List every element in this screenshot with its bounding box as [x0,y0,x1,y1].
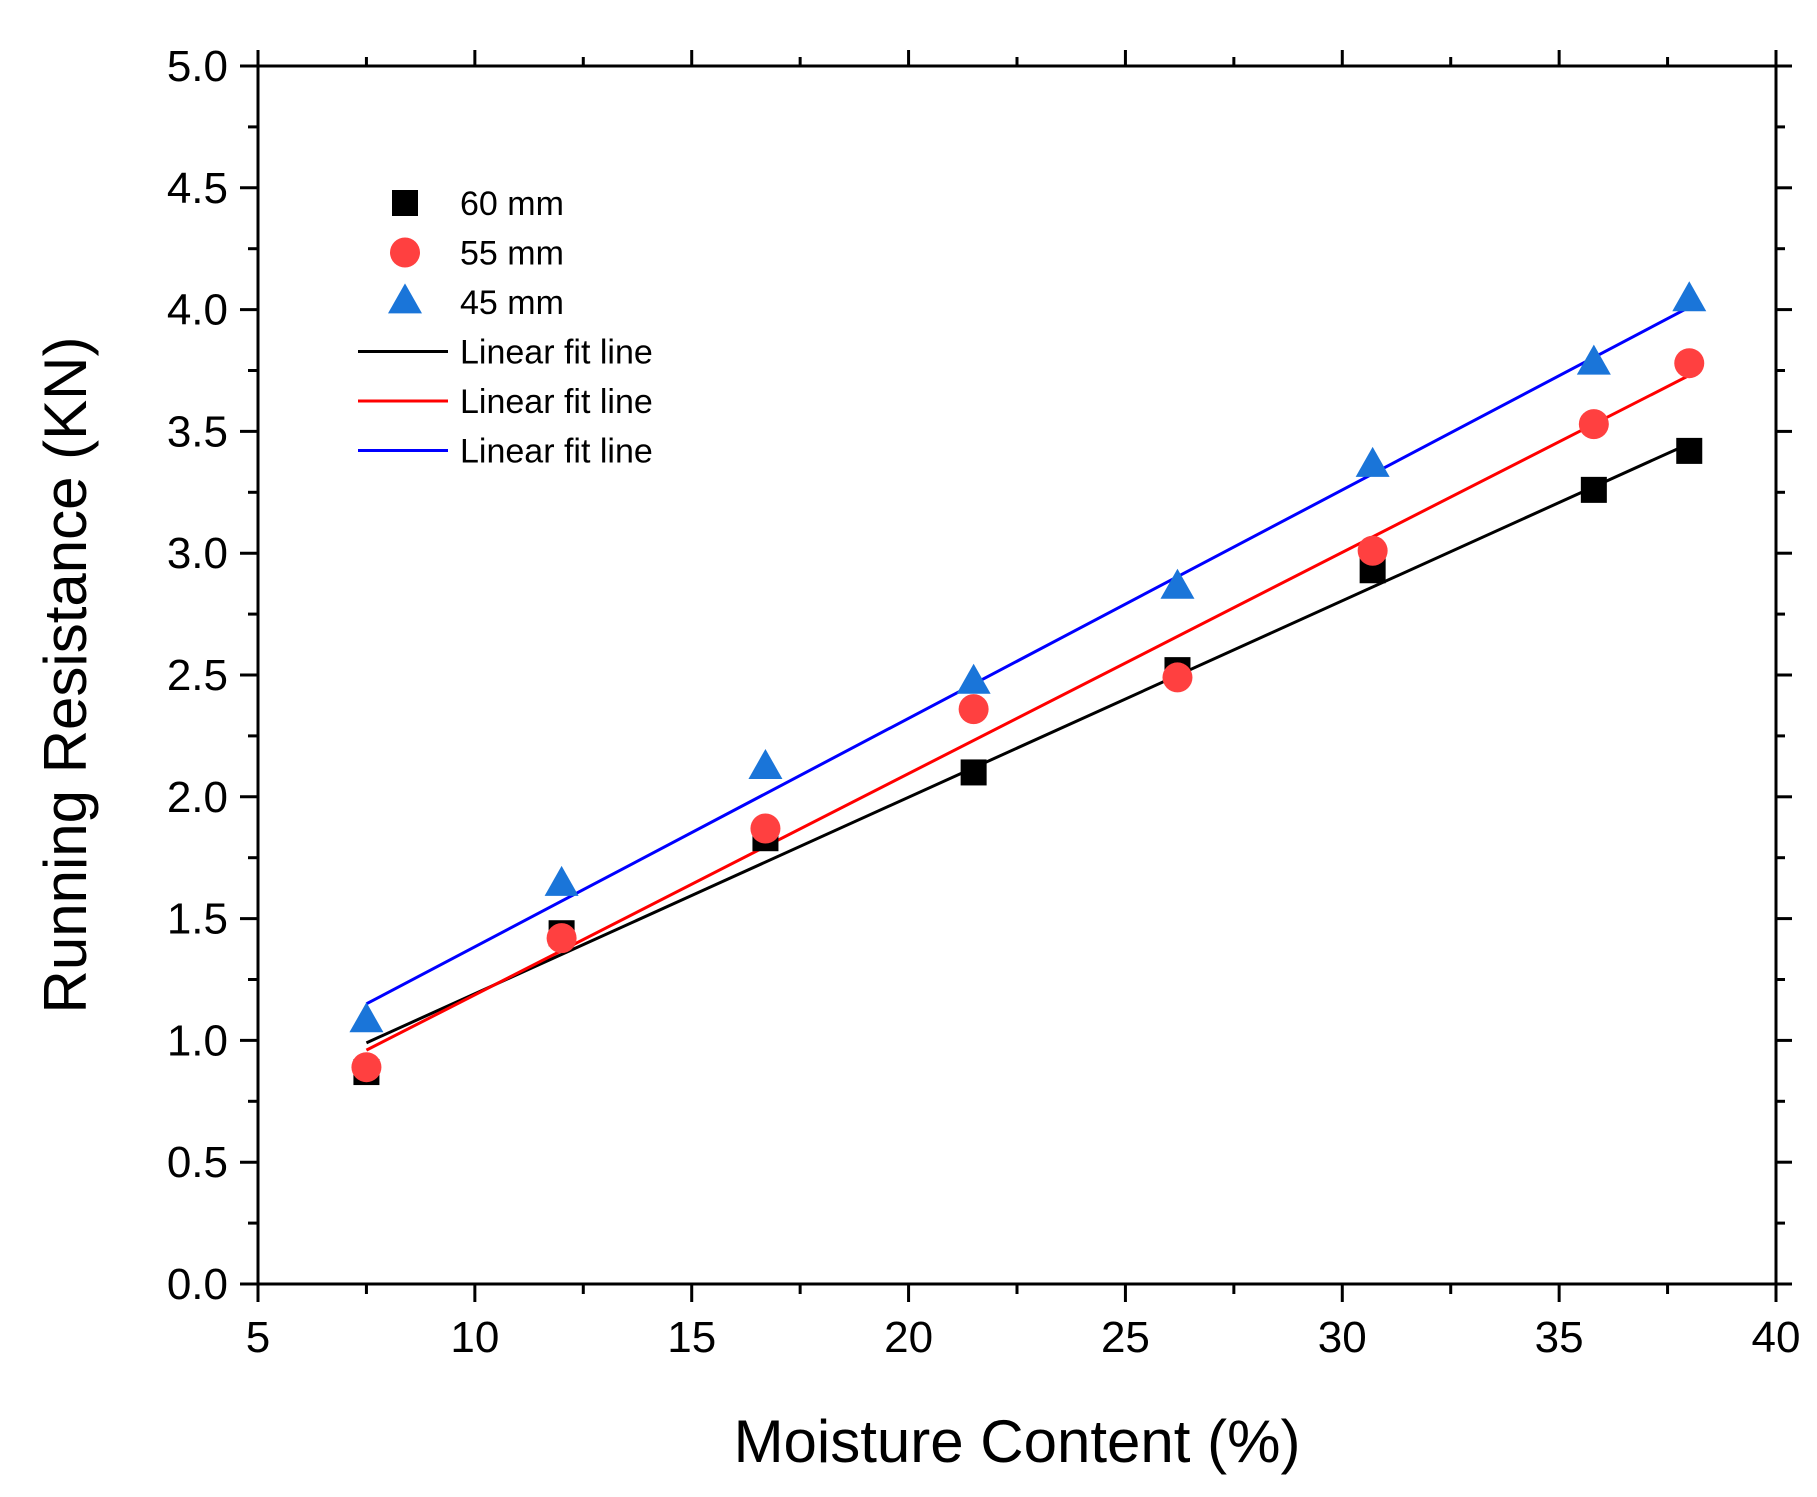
plot-frame [256,64,1778,1286]
x-tick-label: 15 [667,1313,716,1362]
x-axis-title: Moisture Content (%) [734,1408,1301,1475]
data-point [544,865,579,896]
data-point [1580,476,1607,503]
y-axis-title: Running Resistance (KN) [32,337,99,1014]
data-point [958,694,989,725]
legend-label: 55 mm [460,235,564,273]
data-point [349,1002,384,1033]
legend: 60 mm 55 mm 45 mm Linear fit line Linear fit… [358,185,653,471]
legend-label: 45 mm [460,284,564,322]
legend-marker [390,237,420,268]
y-tick-label: 2.5 [167,651,228,700]
data-point [1355,446,1390,477]
legend-marker [392,190,418,216]
y-tick-label: 1.5 [167,895,228,944]
x-tick-label: 5 [246,1313,270,1362]
fit-line [365,374,1690,1052]
data-point [956,663,991,694]
data-markers [349,281,1707,1086]
x-tick-label: 10 [450,1313,499,1362]
x-tick-label: 35 [1535,1313,1584,1362]
y-tick-label: 3.5 [167,407,228,456]
x-tick-label: 25 [1101,1313,1150,1362]
fit-line [365,305,1690,1006]
y-tick-label: 4.0 [167,286,228,335]
data-point [960,759,987,786]
data-point [1674,348,1705,379]
legend-label: Linear fit line [460,433,653,471]
data-point [1162,662,1193,693]
data-point [750,813,781,844]
legend-label: Linear fit line [460,383,653,421]
y-tick-label: 3.0 [167,529,228,578]
data-point [748,748,783,779]
data-point [351,1052,382,1083]
data-point [1578,409,1609,440]
y-tick-label: 5.0 [167,42,228,91]
fit-lines [365,305,1690,1052]
y-tick-label: 0.0 [167,1260,228,1309]
data-point [1672,281,1707,312]
y-tick-label: 4.5 [167,164,228,213]
y-tick-label: 2.0 [167,773,228,822]
x-tick-label: 20 [884,1313,933,1362]
fit-line [365,442,1690,1045]
y-tick-label: 0.5 [167,1138,228,1187]
y-tick-label: 1.0 [167,1016,228,1065]
tick-labels: 5 10 15 20 25 30 35 40 0.0 0.5 1.0 1.5 2.0 2.5 3.0 3.5 4… [167,42,1801,1362]
x-tick-label: 30 [1318,1313,1367,1362]
data-point [1160,568,1195,599]
data-point [1676,437,1703,464]
data-point [1357,535,1388,566]
legend-label: 60 mm [460,185,564,223]
x-tick-label: 40 [1752,1313,1801,1362]
legend-label: Linear fit line [460,334,653,372]
data-point [546,923,577,954]
data-point [1576,344,1611,375]
legend-marker [388,283,422,314]
